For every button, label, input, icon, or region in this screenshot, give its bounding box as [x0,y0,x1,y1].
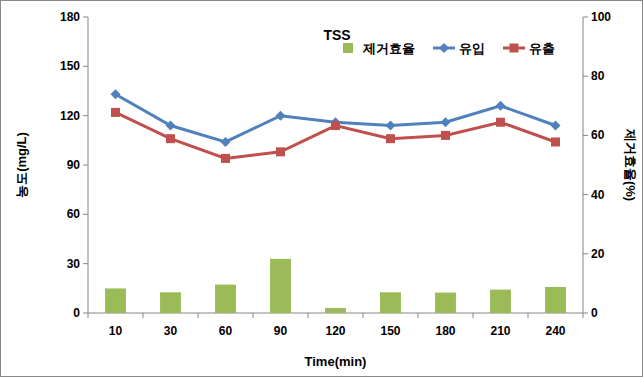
x-axis-label: Time(min) [305,354,367,369]
legend-marker [510,44,519,53]
x-tick [583,313,584,318]
bar [545,287,566,313]
y-tick-label: 120 [60,109,80,123]
bar [435,293,456,313]
bar [490,290,511,313]
x-tick-label: 10 [109,324,123,338]
y-tick-label: 150 [60,59,80,73]
marker [441,117,451,127]
legend-marker [439,43,449,53]
y2-tick-label: 20 [591,247,605,261]
x-tick [253,313,254,318]
marker [386,121,396,131]
chart: 0 30 60 90 120 150 180 0 20 40 60 80 100 10 30 60 90 120 1… [0,0,643,377]
y-tick-label: 180 [60,10,80,24]
y2-axis [583,17,584,313]
y2-tick-label: 60 [591,128,605,142]
x-tick-label: 90 [274,324,288,338]
legend-label: 제거효율 [362,41,415,56]
x-tick-label: 120 [325,324,345,338]
bar [160,292,181,313]
marker [221,154,230,163]
y2-tick-label: 0 [591,306,598,320]
marker [111,89,121,99]
y2-tick-label: 40 [591,188,605,202]
y2-axis-label: 제거효율(%) [623,128,638,201]
marker [221,137,231,147]
x-tick-label: 150 [380,324,400,338]
y2-tick [583,194,588,195]
marker [386,134,395,143]
x-tick [363,313,364,318]
marker [441,131,450,140]
x-tick-label: 60 [219,324,233,338]
x-tick-label: 210 [490,324,510,338]
y-tick-label: 90 [67,158,81,172]
y2-tick-label: 100 [591,10,611,24]
line [116,94,556,142]
bar [215,285,236,313]
marker [496,101,506,111]
x-tick [418,313,419,318]
y2-tick [583,17,588,18]
marker [551,137,560,146]
x-tick [528,313,529,318]
y2-tick [583,253,588,254]
chart-frame [1,1,643,377]
line [116,112,556,158]
marker [551,121,561,131]
y-tick [83,17,88,18]
x-tick [143,313,144,318]
bar [325,308,346,313]
plot-marks [105,89,566,313]
y-tick-label: 60 [67,207,81,221]
y-tick [83,115,88,116]
y2-tick [583,135,588,136]
y2-tick-label: 80 [591,69,605,83]
marker [276,147,285,156]
marker [276,111,286,121]
y-tick [83,263,88,264]
y-tick [83,313,88,314]
bar [380,292,401,313]
bar [270,259,291,313]
y-tick-label: 0 [73,306,80,320]
marker [331,121,340,130]
x-tick [198,313,199,318]
x-tick-label: 30 [164,324,178,338]
x-tick-label: 240 [545,324,565,338]
title: TSS [323,27,350,43]
legend: 제거효율 유입 유출 [343,41,555,56]
y-axis-label: 농도(mg/L) [14,132,29,198]
y-tick [83,214,88,215]
legend-label: 유입 [459,41,485,56]
x-tick [308,313,309,318]
y2-tick [583,76,588,77]
y-tick [83,165,88,166]
marker [166,121,176,131]
marker [111,108,120,117]
y2-tick [583,313,588,314]
x-tick [88,313,89,318]
marker [166,134,175,143]
x-tick [473,313,474,318]
legend-swatch [343,43,353,53]
marker [496,118,505,127]
legend-label: 유출 [529,41,555,56]
y-tick-label: 30 [67,257,81,271]
y-tick [83,66,88,67]
x-tick-label: 180 [435,324,455,338]
bar [105,288,126,313]
